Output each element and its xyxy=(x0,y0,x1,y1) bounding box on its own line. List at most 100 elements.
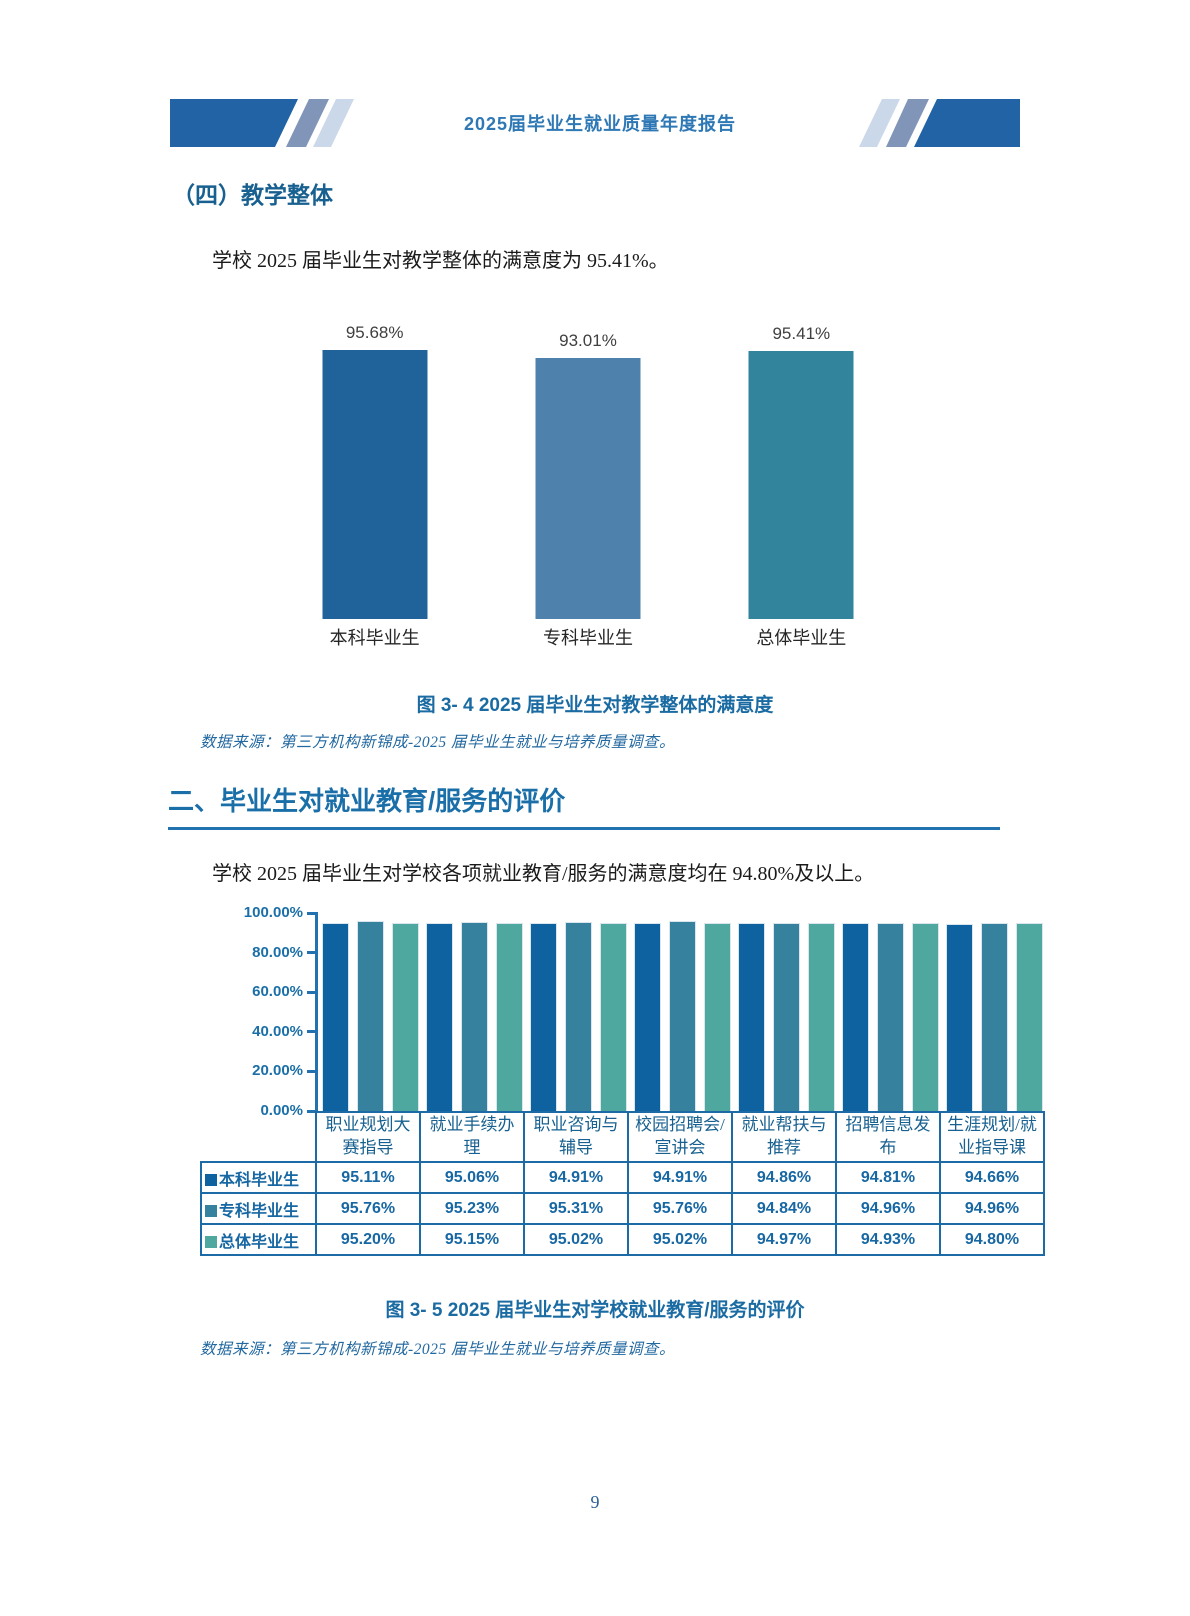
value-cell: 95.11% xyxy=(315,1161,421,1194)
category-label: 总体毕业生 xyxy=(756,628,847,648)
header-right-decoration-icon xyxy=(859,99,1020,147)
bar-总体毕业生 xyxy=(1015,923,1043,1111)
column-header: 招聘信息发布 xyxy=(835,1111,941,1163)
bar-本科毕业生 xyxy=(425,922,453,1111)
bar-group-职业规划大赛指导 xyxy=(318,913,422,1111)
value-cell: 94.66% xyxy=(939,1161,1045,1194)
bar-group-职业咨询与辅导 xyxy=(526,913,630,1111)
value-cell: 94.93% xyxy=(835,1223,941,1256)
row-header-专科毕业生: 专科毕业生 xyxy=(200,1192,317,1225)
page-number: 9 xyxy=(590,1492,600,1512)
row-header-总体毕业生: 总体毕业生 xyxy=(200,1223,317,1256)
bar-总体毕业生 xyxy=(599,922,627,1111)
bar-本科毕业生 xyxy=(529,923,557,1111)
value-cell: 94.86% xyxy=(731,1161,837,1194)
chart1-bar-cell: 95.68% xyxy=(268,322,481,619)
value-cell: 95.02% xyxy=(523,1223,629,1256)
y-axis-tick xyxy=(307,951,318,955)
bar-group-招聘信息发布 xyxy=(838,913,942,1111)
chart1-bar-cell: 95.41% xyxy=(695,322,908,619)
value-cell: 95.23% xyxy=(419,1192,525,1225)
chart-teaching-satisfaction: 95.68% 93.01% 95.41% 本科毕业生 专科毕业生 总体毕业生 xyxy=(268,322,908,650)
category-label: 专科毕业生 xyxy=(542,628,633,648)
value-cell: 94.80% xyxy=(939,1223,1045,1256)
section1-heading: （四）教学整体 xyxy=(172,182,333,208)
bar-group-校园招聘会/宣讲会 xyxy=(630,913,734,1111)
bar-本科毕业生 xyxy=(945,923,973,1111)
chart1-category-labels: 本科毕业生 专科毕业生 总体毕业生 xyxy=(268,624,908,650)
value-cell: 94.81% xyxy=(835,1161,941,1194)
header-left-decoration-icon xyxy=(170,99,354,147)
bar-总体毕业生 xyxy=(748,350,854,619)
y-axis-label: 100.00% xyxy=(243,904,303,921)
y-axis-tick xyxy=(307,990,318,994)
bar-value-label: 93.01% xyxy=(559,330,617,350)
figure-3-5-source: 数据来源：第三方机构新锦成-2025 届毕业生就业与培养质量调查。 xyxy=(200,1341,676,1358)
bar-本科毕业生 xyxy=(737,923,765,1111)
page-header: 2025届毕业生就业质量年度报告 xyxy=(170,98,1020,148)
value-cell: 95.06% xyxy=(419,1161,525,1194)
table-header-row: 职业规划大赛指导 就业手续办理 职业咨询与辅导 校园招聘会/宣讲会 就业帮扶与推荐 招聘信… xyxy=(201,1111,1045,1163)
y-axis-label: 0.00% xyxy=(260,1102,303,1119)
column-header: 就业帮扶与推荐 xyxy=(731,1111,837,1163)
y-axis-tick xyxy=(307,911,318,915)
figure-3-4-caption: 图 3- 4 2025 届毕业生对教学整体的满意度 xyxy=(416,695,774,716)
value-cell: 95.76% xyxy=(627,1192,733,1225)
y-axis-label: 40.00% xyxy=(252,1022,303,1040)
bar-总体毕业生 xyxy=(807,922,835,1111)
row-header-本科毕业生: 本科毕业生 xyxy=(200,1161,317,1194)
bar-group-生涯规划/就业指导课 xyxy=(942,913,1046,1111)
bar-总体毕业生 xyxy=(703,922,731,1111)
y-axis-label: 60.00% xyxy=(252,983,303,1001)
bar-group-就业帮扶与推荐 xyxy=(734,913,838,1111)
figure-3-4-source: 数据来源：第三方机构新锦成-2025 届毕业生就业与培养质量调查。 xyxy=(200,734,676,751)
value-cell: 95.31% xyxy=(523,1192,629,1225)
chart1-bar-cell: 93.01% xyxy=(481,322,694,619)
column-header: 职业规划大赛指导 xyxy=(315,1111,421,1163)
section2-heading: 二、毕业生对就业教育/服务的评价 xyxy=(168,786,566,816)
y-axis-label: 20.00% xyxy=(252,1062,303,1080)
chart1-bars: 95.68% 93.01% 95.41% xyxy=(268,322,908,619)
column-header: 校园招聘会/宣讲会 xyxy=(627,1111,733,1163)
legend-swatch-icon xyxy=(205,1204,217,1217)
bar-专科毕业生 xyxy=(564,922,592,1111)
bar-本科毕业生 xyxy=(841,923,869,1111)
value-cell: 95.20% xyxy=(315,1223,421,1256)
column-header: 就业手续办理 xyxy=(419,1111,525,1163)
section1-paragraph: 学校 2025 届毕业生对教学整体的满意度为 95.41%。 xyxy=(212,250,669,272)
figure-3-5-caption: 图 3- 5 2025 届毕业生对学校就业教育/服务的评价 xyxy=(385,1300,805,1321)
bar-总体毕业生 xyxy=(495,922,523,1111)
chart2-data-table: 职业规划大赛指导 就业手续办理 职业咨询与辅导 校园招聘会/宣讲会 就业帮扶与推荐 招聘信… xyxy=(200,1111,1045,1256)
chart2-plot-area xyxy=(307,911,1046,1113)
value-cell: 94.97% xyxy=(731,1223,837,1256)
bar-总体毕业生 xyxy=(911,923,939,1111)
section2-divider xyxy=(168,827,1000,830)
value-cell: 95.15% xyxy=(419,1223,525,1256)
y-axis-tick xyxy=(307,1069,318,1073)
table-row: 总体毕业生 95.20% 95.15% 95.02% 95.02% 94.97% 94.93… xyxy=(200,1223,1045,1256)
bar-本科毕业生 xyxy=(322,350,428,619)
value-cell: 94.91% xyxy=(627,1161,733,1194)
value-cell: 95.02% xyxy=(627,1223,733,1256)
bar-专科毕业生 xyxy=(356,921,384,1111)
value-cell: 94.96% xyxy=(939,1192,1045,1225)
column-header: 职业咨询与辅导 xyxy=(523,1111,629,1163)
bar-专科毕业生 xyxy=(772,923,800,1111)
category-label: 本科毕业生 xyxy=(329,628,420,648)
chart2-table-body: 职业规划大赛指导 就业手续办理 职业咨询与辅导 校园招聘会/宣讲会 就业帮扶与推荐 招聘信… xyxy=(200,1111,1045,1256)
value-cell: 94.91% xyxy=(523,1161,629,1194)
bar-value-label: 95.68% xyxy=(345,323,404,343)
legend-swatch-icon xyxy=(205,1173,217,1186)
bar-专科毕业生 xyxy=(668,921,696,1111)
table-row: 专科毕业生 95.76% 95.23% 95.31% 95.76% 94.84% 94.96… xyxy=(200,1192,1045,1225)
column-header: 生涯规划/就业指导课 xyxy=(939,1111,1045,1163)
value-cell: 95.76% xyxy=(315,1192,421,1225)
y-axis-tick xyxy=(307,1109,318,1113)
bar-专科毕业生 xyxy=(980,922,1008,1111)
section2-paragraph: 学校 2025 届毕业生对学校各项就业教育/服务的满意度均在 94.80%及以上… xyxy=(212,863,875,885)
value-cell: 94.96% xyxy=(835,1192,941,1225)
value-cell: 94.84% xyxy=(731,1192,837,1225)
table-row: 本科毕业生 95.11% 95.06% 94.91% 94.91% 94.86% 94.81… xyxy=(200,1161,1045,1194)
report-title: 2025届毕业生就业质量年度报告 xyxy=(463,114,737,134)
